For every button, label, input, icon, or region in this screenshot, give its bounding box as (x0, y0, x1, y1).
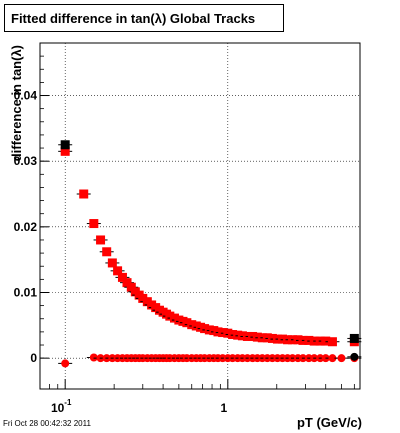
data-point-square (237, 331, 247, 341)
data-point-square (187, 320, 197, 330)
data-point-square (278, 334, 288, 344)
footer-timestamp: Fri Oct 28 00:42:32 2011 (3, 419, 91, 428)
data-point-square (252, 332, 262, 342)
data-point-square (228, 330, 238, 340)
x-axis-title: pT (GeV/c) (297, 415, 362, 430)
data-point-square (213, 327, 223, 337)
data-point-square (327, 337, 337, 347)
data-point-square (200, 324, 210, 334)
data-point-square (248, 331, 258, 341)
y-tick-label: 0.04 (14, 89, 38, 103)
data-point-square (89, 219, 99, 229)
data-point-square (117, 272, 127, 282)
data-point-square (349, 333, 359, 343)
data-point-square (113, 266, 123, 276)
data-point-square (218, 328, 228, 338)
data-point-square (165, 311, 175, 321)
data-point-square (267, 333, 277, 343)
data-point-square (79, 189, 89, 199)
data-point-square (182, 318, 192, 328)
data-point-square (102, 247, 112, 257)
data-point-circle (337, 354, 346, 363)
data-point-circle (89, 353, 98, 362)
y-tick-label: 0 (30, 351, 37, 365)
data-point-square (107, 258, 117, 268)
x-tick-label: 1 (220, 401, 227, 415)
marks-layer (58, 140, 362, 368)
data-point-square (126, 282, 136, 292)
y-tick-label: 0.03 (14, 154, 38, 168)
data-point-square (138, 293, 148, 303)
chart-title: Fitted difference in tan(λ) Global Track… (11, 11, 256, 26)
data-point-square (304, 335, 314, 345)
y-axis-title: difference in tan(λ) (9, 45, 24, 161)
data-point-square (223, 328, 233, 338)
data-point-square (321, 336, 331, 346)
data-point-square (96, 235, 106, 245)
x-tick-label-exponent: -1 (64, 398, 72, 407)
y-tick-label: 0.01 (14, 285, 38, 299)
plot-frame (39, 42, 361, 390)
data-point-square (60, 146, 70, 156)
x-tick-label-base: 10 (51, 401, 65, 415)
data-point-circle (350, 352, 359, 361)
data-point-circle (328, 354, 337, 363)
data-point-circle (61, 359, 70, 368)
chart-title-box: Fitted difference in tan(λ) Global Track… (4, 4, 284, 32)
axes-layer: 0 0.01 0.02 0.03 0.04 10-1 1 (14, 42, 355, 415)
data-point-square (122, 278, 132, 288)
x-tick-label: 10-1 (51, 398, 72, 415)
data-point-square (60, 140, 70, 150)
data-point-square (293, 335, 303, 345)
data-point-square (233, 330, 243, 340)
y-tick-label: 0.02 (14, 220, 38, 234)
x-tick-label-base: 1 (220, 401, 227, 415)
data-point-square (262, 333, 272, 343)
